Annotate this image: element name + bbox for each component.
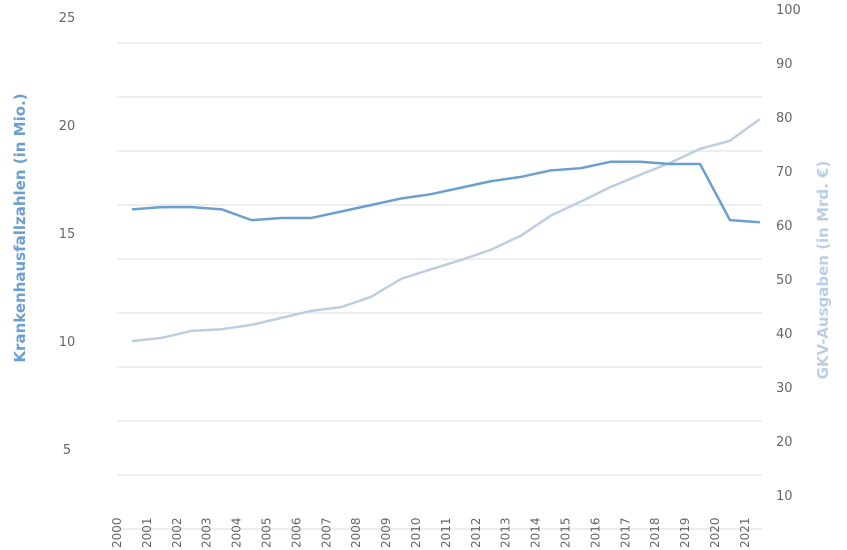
x-tick-label: 2011 (439, 517, 453, 548)
x-tick-label: 2009 (379, 517, 393, 548)
y2-tick-label: 80 (776, 111, 793, 126)
x-tick-label: 2017 (618, 517, 632, 548)
y2-tick-label: 70 (776, 165, 793, 180)
y2-tick-label: 10 (776, 489, 793, 504)
x-tick-label: 2015 (559, 517, 573, 548)
y-tick-label: 10 (59, 335, 76, 350)
y-tick-label: 15 (59, 227, 76, 242)
x-tick-label: 2001 (140, 517, 154, 548)
x-tick-label: 2007 (319, 517, 333, 548)
x-tick-label: 2008 (349, 517, 363, 548)
x-tick-label: 2002 (170, 517, 184, 548)
data-line (131, 160, 760, 224)
y2-tick-label: 100 (776, 3, 801, 18)
x-tick-label: 2000 (110, 517, 124, 548)
y2-tick-label: 50 (776, 273, 793, 288)
y2-tick-label: 30 (776, 381, 793, 396)
x-tick-label: 2012 (469, 517, 483, 548)
y2-tick-label: 40 (776, 327, 793, 342)
y-axis-title: Krankenhausfallzahlen (in Mio.) (11, 93, 29, 362)
x-tick-label: 2005 (260, 517, 274, 548)
x-tick-label: 2010 (409, 517, 423, 548)
x-tick-label: 2018 (648, 517, 662, 548)
x-tick-label: 2004 (230, 517, 244, 548)
x-tick-label: 2019 (678, 517, 692, 548)
y-tick-label: 5 (63, 443, 71, 458)
y2-axis-title: GKV-Ausgaben (in Mrd. €) (814, 161, 832, 380)
y2-tick-label: 90 (776, 57, 793, 72)
x-tick-label: 2003 (200, 517, 214, 548)
y-tick-label: 20 (59, 119, 76, 134)
y2-tick-label: 60 (776, 219, 793, 234)
data-line (131, 118, 761, 343)
x-tick-label: 2021 (738, 517, 752, 548)
y-tick-label: 25 (59, 11, 76, 26)
x-tick-label: 2013 (499, 517, 513, 548)
x-tick-label: 2014 (529, 517, 543, 548)
y2-tick-label: 20 (776, 435, 793, 450)
x-tick-label: 2016 (588, 517, 602, 548)
x-tick-label: 2006 (289, 517, 303, 548)
x-tick-label: 2020 (708, 517, 722, 548)
